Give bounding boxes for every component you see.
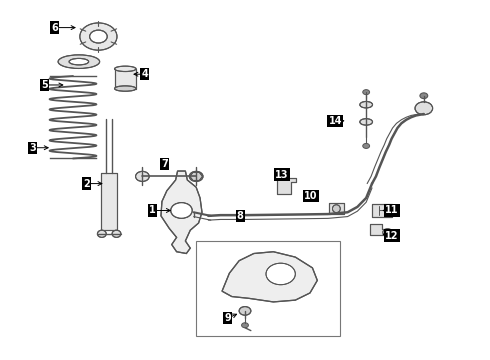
Polygon shape bbox=[161, 171, 202, 253]
Text: 3: 3 bbox=[29, 143, 36, 153]
Text: 10: 10 bbox=[304, 191, 318, 201]
Polygon shape bbox=[277, 178, 296, 194]
Circle shape bbox=[80, 23, 117, 50]
Circle shape bbox=[266, 263, 295, 285]
Polygon shape bbox=[222, 252, 318, 302]
Ellipse shape bbox=[332, 205, 340, 213]
Text: 11: 11 bbox=[385, 206, 398, 216]
Ellipse shape bbox=[360, 119, 372, 125]
Text: 8: 8 bbox=[237, 211, 244, 221]
Circle shape bbox=[420, 93, 428, 99]
Circle shape bbox=[189, 171, 203, 181]
Polygon shape bbox=[115, 69, 136, 89]
Ellipse shape bbox=[360, 102, 372, 108]
Text: 7: 7 bbox=[161, 159, 168, 169]
Polygon shape bbox=[372, 204, 392, 217]
Polygon shape bbox=[369, 224, 388, 235]
Ellipse shape bbox=[69, 58, 89, 65]
Text: 1: 1 bbox=[149, 206, 155, 216]
Text: 4: 4 bbox=[142, 69, 148, 79]
Polygon shape bbox=[190, 172, 202, 180]
Text: 2: 2 bbox=[83, 179, 90, 189]
Text: 12: 12 bbox=[385, 231, 398, 240]
Circle shape bbox=[171, 203, 192, 219]
Circle shape bbox=[90, 30, 107, 43]
Circle shape bbox=[415, 102, 433, 115]
Text: 13: 13 bbox=[275, 170, 289, 180]
Circle shape bbox=[242, 323, 248, 328]
Text: 9: 9 bbox=[224, 313, 231, 323]
Polygon shape bbox=[101, 173, 117, 230]
Ellipse shape bbox=[115, 86, 136, 91]
Circle shape bbox=[383, 229, 392, 236]
Circle shape bbox=[363, 143, 369, 148]
Bar bbox=[196, 241, 340, 336]
Polygon shape bbox=[329, 203, 343, 214]
Circle shape bbox=[136, 171, 149, 181]
Ellipse shape bbox=[112, 230, 121, 237]
Ellipse shape bbox=[98, 230, 106, 237]
Ellipse shape bbox=[115, 66, 136, 72]
Text: 6: 6 bbox=[51, 23, 58, 33]
Text: 14: 14 bbox=[329, 116, 342, 126]
Circle shape bbox=[239, 307, 251, 315]
Text: 5: 5 bbox=[41, 80, 48, 90]
Circle shape bbox=[363, 90, 369, 95]
Ellipse shape bbox=[58, 55, 99, 68]
